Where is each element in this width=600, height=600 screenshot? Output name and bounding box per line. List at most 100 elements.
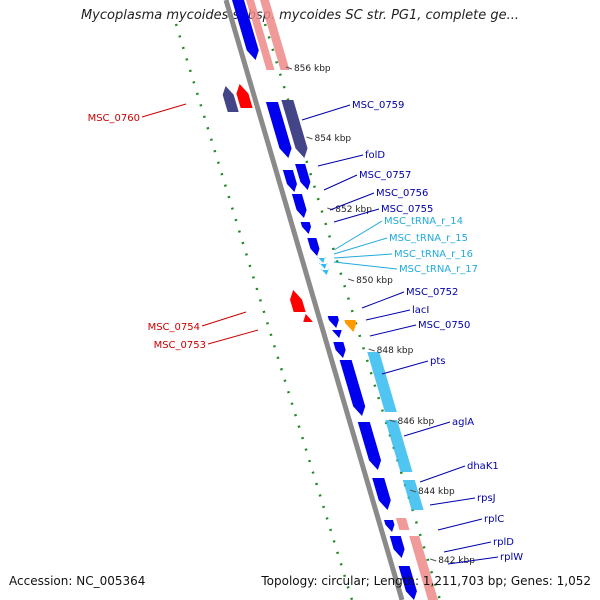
- label-leader-line: [443, 541, 492, 553]
- kbp-tick-label: 850 kbp: [356, 276, 393, 286]
- gene-feature-arrow: [222, 86, 239, 112]
- label-leader-line: [381, 360, 429, 375]
- label-leader-line: [207, 329, 259, 345]
- kbp-tick-mark: [368, 348, 375, 352]
- label-msc-0750: MSC_0750: [418, 320, 470, 331]
- label-msc-trna-r-14: MSC_tRNA_r_14: [384, 216, 463, 227]
- kbp-tick-label: 846 kbp: [397, 417, 434, 427]
- misc-feature-band: [367, 352, 397, 412]
- label-msc-0754: MSC_0754: [148, 322, 200, 333]
- rrna-feature: [260, 0, 290, 70]
- forward-cds-arrow: [384, 520, 395, 532]
- kbp-tick-label: 848 kbp: [377, 346, 414, 356]
- backbone: [223, 0, 405, 600]
- label-msc-0757: MSC_0757: [359, 170, 411, 181]
- kbp-tick-mark: [347, 278, 355, 282]
- kbp-tick-label: 856 kbp: [294, 64, 331, 74]
- trna-arrow: [319, 262, 328, 269]
- label-rplw: rplW: [500, 552, 523, 563]
- forward-cds-arrow: [389, 536, 405, 558]
- label-leader-line: [333, 220, 383, 251]
- kbp-tick-mark: [389, 419, 396, 423]
- feature-labels: MSC_0759folDMSC_0757MSC_0756MSC_0755MSC_…: [88, 100, 523, 565]
- label-leader-line: [301, 104, 351, 121]
- feature-bars: [246, 0, 438, 600]
- misc-feature-band: [402, 480, 424, 510]
- label-leader-line: [369, 324, 417, 337]
- label-leader-line: [329, 192, 375, 211]
- label-leader-line: [141, 103, 187, 118]
- reverse-cds-arrow: [236, 84, 253, 108]
- label-pts: pts: [430, 356, 445, 367]
- kbp-tick-label: 854 kbp: [314, 134, 351, 144]
- label-leader-line: [323, 174, 358, 191]
- kbp-tick-mark: [285, 66, 293, 70]
- label-leader-line: [333, 253, 393, 259]
- kbp-tick-mark: [430, 558, 437, 562]
- gc-skew-inner: [263, 23, 442, 600]
- forward-cds-arrow: [398, 566, 417, 600]
- misc-feature-band: [385, 420, 413, 472]
- kbp-tick-mark: [409, 489, 417, 493]
- label-leader-line: [437, 518, 483, 531]
- trna-arrow: [320, 268, 330, 275]
- label-msc-0756: MSC_0756: [376, 188, 428, 199]
- forward-cds-arrow: [327, 316, 339, 328]
- forward-cds-arrow: [339, 360, 366, 416]
- label-msc-0760: MSC_0760: [88, 113, 140, 124]
- label-rpld: rplD: [493, 537, 514, 548]
- kbp-tick-mark: [327, 207, 334, 211]
- trna-arrow: [317, 256, 326, 263]
- label-leader-line: [365, 309, 411, 321]
- label-leader-line: [419, 465, 466, 483]
- label-leader-line: [333, 261, 398, 270]
- label-fold: folD: [365, 150, 385, 161]
- kbp-tick-label: 852 kbp: [335, 205, 372, 215]
- forward-cds-arrow: [333, 342, 346, 358]
- forward-cds-arrow: [282, 170, 297, 192]
- forward-cds-arrow: [332, 330, 342, 338]
- label-dhak1: dhaK1: [467, 461, 499, 472]
- rrna-feature: [409, 536, 438, 600]
- genome-summary-text: Topology: circular; Length: 1,211,703 bp…: [261, 574, 591, 588]
- feature-track: [222, 0, 417, 600]
- label-leader-line: [361, 291, 405, 309]
- forward-cds-arrow: [357, 422, 382, 470]
- label-msc-trna-r-17: MSC_tRNA_r_17: [399, 264, 478, 275]
- forward-cds-arrow: [307, 238, 320, 256]
- forward-cds-arrow: [295, 164, 311, 190]
- kbp-tick-label: 842 kbp: [438, 556, 475, 566]
- kbp-tick-label: 844 kbp: [418, 487, 455, 497]
- label-leader-line: [333, 208, 380, 223]
- label-msc-0752: MSC_0752: [406, 287, 458, 298]
- gene-feature-arrow: [281, 100, 308, 158]
- rrna-feature: [246, 0, 275, 70]
- kbp-tick-mark: [306, 136, 313, 140]
- forward-cds-arrow: [300, 222, 312, 234]
- kbp-ticks: 856 kbp 854 kbp 852 kbp 850 kbp 848 kbp 846 k…: [285, 64, 475, 566]
- gc-skew-track: [174, 23, 442, 600]
- label-laci: lacI: [412, 305, 429, 316]
- label-leader-line: [403, 421, 451, 437]
- label-msc-0753: MSC_0753: [154, 340, 206, 351]
- label-msc-trna-r-15: MSC_tRNA_r_15: [389, 233, 468, 244]
- map-title: Mycoplasma mycoides subsp. mycoides SC s…: [80, 8, 520, 23]
- label-leader-line: [333, 237, 388, 255]
- label-leader-line: [429, 497, 476, 506]
- reverse-cds-arrow: [290, 290, 306, 312]
- misc-feature-arrow: [344, 320, 357, 332]
- label-msc-0759: MSC_0759: [352, 100, 404, 111]
- rrna-feature: [395, 518, 410, 530]
- forward-cds-arrow: [265, 102, 292, 158]
- label-msc-trna-r-16: MSC_tRNA_r_16: [394, 249, 473, 260]
- label-leader-line: [201, 311, 247, 327]
- label-rplc: rplC: [484, 514, 504, 525]
- forward-cds-arrow: [232, 0, 259, 60]
- reverse-cds-arrow: [303, 314, 313, 322]
- forward-cds-arrow: [372, 478, 391, 510]
- accession-text: Accession: NC_005364: [9, 574, 146, 588]
- label-msc-0755: MSC_0755: [381, 204, 433, 215]
- label-leader-line: [317, 154, 364, 167]
